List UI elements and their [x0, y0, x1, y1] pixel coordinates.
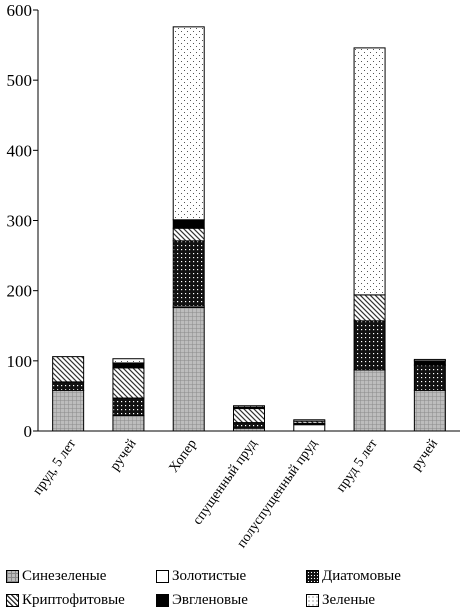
legend-label: Диатомовые — [322, 567, 401, 584]
bar-segment — [52, 381, 85, 391]
legend-label: Эвгленовые — [172, 591, 248, 608]
legend-item: Диатомовые — [306, 566, 401, 586]
bar-segment — [172, 219, 205, 229]
bar-segment — [112, 415, 145, 432]
legend-item: Криптофитовые — [6, 590, 125, 610]
y-tick-label: 600 — [7, 1, 33, 20]
legend-swatch — [6, 593, 19, 607]
legend-swatch — [306, 593, 319, 607]
bar-segment — [413, 389, 446, 432]
x-category-label: пруд 5 лет — [334, 437, 381, 495]
legend-item: Эвгленовые — [156, 590, 248, 610]
bar-segment — [413, 358, 446, 362]
legend-swatch — [306, 569, 319, 583]
bar-segment — [172, 240, 205, 307]
bar-segment — [112, 397, 145, 417]
legend-swatch — [6, 569, 19, 583]
bar-segment — [353, 294, 386, 322]
x-category-label: ручей — [108, 436, 140, 473]
bar-segment — [413, 360, 446, 366]
bar-segment — [172, 307, 205, 432]
chart: 0 100 200 300 400 500 600 пруд, 5 лет ручей Хопе… — [7, 1, 460, 551]
y-tick-label: 100 — [7, 352, 33, 371]
legend-item: Золотистые — [156, 566, 246, 586]
legend-label: Зеленые — [322, 591, 376, 608]
y-axis-ticks: 0 100 200 300 400 500 600 — [7, 1, 38, 441]
legend-item: Зеленые — [306, 590, 375, 610]
x-category-label: Хопер — [167, 437, 200, 476]
bars — [52, 26, 446, 432]
bar-segment — [233, 408, 265, 424]
legend-label: Криптофитовые — [22, 591, 125, 608]
bar-segment — [172, 26, 205, 221]
bar-segment — [353, 47, 386, 296]
bar-segment — [413, 364, 446, 391]
bar-segment — [172, 227, 205, 242]
bar-segment — [52, 356, 85, 383]
x-category-label: спущенный пруд — [190, 437, 260, 528]
bar-segment — [293, 419, 326, 422]
y-tick-label: 400 — [7, 141, 33, 160]
bar-segment — [233, 422, 265, 429]
x-category-label: ручей — [409, 436, 441, 473]
bar-segment — [293, 424, 326, 432]
bar-segment — [112, 367, 145, 399]
bar-segment — [353, 320, 386, 371]
legend-label: Синезеленые — [22, 567, 107, 584]
y-tick-label: 500 — [7, 71, 33, 90]
x-category-label: пруд, 5 лет — [30, 437, 79, 498]
legend: Синезеленые Золотистые Диатомовые Криптофит… — [6, 566, 458, 612]
legend-swatch — [156, 569, 169, 583]
bar-segment — [112, 358, 145, 364]
bar-segment — [353, 369, 386, 432]
legend-item: Синезеленые — [6, 566, 106, 586]
bar-segment — [233, 405, 265, 408]
y-tick-label: 0 — [24, 422, 33, 441]
y-tick-label: 200 — [7, 282, 33, 301]
y-tick-label: 300 — [7, 212, 33, 231]
legend-label: Золотистые — [172, 567, 247, 584]
bar-segment — [52, 389, 85, 432]
legend-swatch — [156, 593, 169, 607]
bar-segment — [112, 362, 145, 369]
